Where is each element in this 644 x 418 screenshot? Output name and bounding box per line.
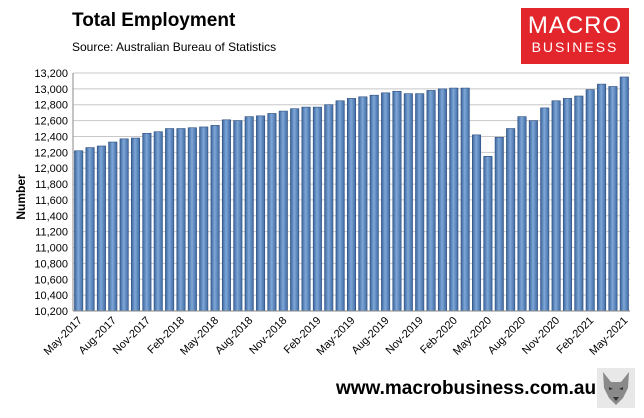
bar-Mar-2020: [460, 87, 470, 312]
macrobusiness-logo: MACRO BUSINESS: [521, 8, 629, 64]
bar-Dec-2018: [290, 108, 300, 312]
y-tick-label: 11,000: [35, 243, 68, 255]
bar-Oct-2019: [403, 93, 413, 312]
y-tick-label: 12,000: [34, 163, 68, 175]
bar-Jun-2019: [358, 96, 368, 312]
bar-Sep-2017: [119, 138, 129, 312]
axes: [72, 73, 630, 312]
bar-Aug-2019: [381, 92, 391, 312]
wolf-head-icon: [597, 368, 635, 408]
bar-Aug-2018: [244, 116, 254, 312]
chart-source: Source: Australian Bureau of Statistics: [72, 40, 277, 54]
bar-Jan-2018: [165, 128, 175, 312]
y-tick-label: 13,200: [34, 68, 68, 80]
bar-Jan-2021: [574, 95, 584, 312]
bar-Aug-2020: [517, 116, 527, 312]
bar-May-2018: [210, 125, 220, 312]
bar-Mar-2019: [324, 104, 334, 312]
bar-Aug-2017: [108, 141, 118, 312]
bar-Mar-2018: [187, 127, 197, 312]
bar-Sep-2018: [256, 115, 266, 312]
y-tick-label: 11,600: [35, 195, 68, 207]
y-tick-label: 13,000: [34, 84, 68, 96]
website-url: www.macrobusiness.com.au: [336, 378, 597, 399]
bar-Feb-2020: [449, 87, 459, 312]
y-tick-label: 10,800: [34, 258, 68, 270]
bar-Nov-2018: [278, 110, 288, 312]
y-tick-label: 10,600: [34, 274, 68, 286]
bar-Jul-2020: [506, 128, 516, 312]
bar-Jul-2018: [233, 120, 243, 312]
bar-Apr-2021: [608, 86, 618, 312]
bar-Jun-2018: [221, 119, 231, 312]
bar-Mar-2021: [597, 83, 607, 312]
bar-Feb-2019: [312, 106, 322, 312]
bar-Feb-2021: [585, 89, 595, 312]
bar-Jul-2019: [369, 94, 379, 312]
bar-Jan-2020: [437, 88, 447, 312]
x-tick-labels: May-2017Aug-2017Nov-2017Feb-2018May-2018…: [42, 315, 631, 358]
bar-Dec-2020: [562, 98, 572, 312]
bar-Nov-2020: [551, 100, 561, 312]
y-tick-label: 12,200: [34, 147, 68, 159]
bar-Apr-2018: [199, 126, 209, 312]
chart-title: Total Employment: [72, 10, 236, 31]
bar-May-2020: [483, 156, 493, 312]
bar-May-2021: [619, 76, 629, 312]
bar-May-2019: [346, 98, 357, 312]
y-tick-label: 11,200: [35, 227, 68, 239]
bar-Feb-2018: [176, 128, 186, 312]
logo-line-business: BUSINESS: [531, 39, 619, 55]
bar-Apr-2019: [335, 100, 345, 312]
y-tick-label: 11,800: [35, 179, 68, 191]
bar-Dec-2017: [153, 131, 163, 312]
bar-Oct-2018: [267, 113, 277, 312]
bar-Jun-2020: [494, 136, 504, 312]
bar-Jan-2019: [301, 106, 311, 312]
y-tick-label: 10,200: [34, 306, 68, 318]
y-tick-label: 11,400: [35, 211, 68, 223]
y-tick-labels: 10,200 10,400 10,600 10,800 11,000 11,200 11,4…: [34, 68, 68, 318]
y-tick-label: 12,800: [34, 100, 68, 112]
bar-Jun-2017: [85, 147, 95, 312]
y-tick-label: 10,400: [34, 290, 68, 302]
y-tick-label: 12,600: [34, 116, 68, 128]
bar-May-2017: [74, 150, 84, 312]
bar-Oct-2017: [131, 137, 141, 312]
bar-Nov-2019: [415, 93, 425, 312]
bar-Dec-2019: [426, 90, 436, 312]
bar-Sep-2020: [528, 120, 538, 312]
logo-line-macro: MACRO: [527, 12, 623, 39]
bars: [74, 76, 629, 312]
y-tick-label: 12,400: [34, 131, 68, 143]
bar-Nov-2017: [142, 132, 152, 312]
bar-Apr-2020: [472, 134, 482, 312]
bar-Oct-2020: [540, 107, 550, 312]
bar-Sep-2019: [392, 90, 402, 312]
bar-Jul-2017: [96, 145, 106, 312]
